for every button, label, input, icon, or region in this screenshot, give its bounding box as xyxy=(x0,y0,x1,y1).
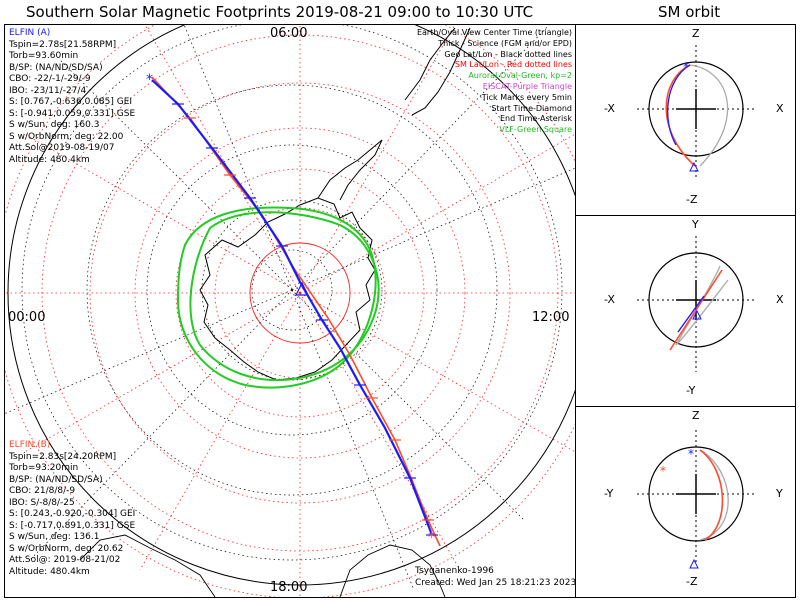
svg-text:*: * xyxy=(683,60,689,74)
sm-longitude-grid xyxy=(5,25,575,597)
info-b-line: S: [-0.717,0.891,0.331] GSE xyxy=(9,520,136,531)
info-a-line: Altitude: 480.4km xyxy=(9,154,90,165)
end-asterisk-icon: * xyxy=(428,530,435,546)
info-a-line: S w/Sun, deg: 160.3 xyxy=(9,120,100,130)
info-a-line: CBO: -22/-1/-29/-9 xyxy=(9,74,91,84)
australia-coastline xyxy=(339,544,446,597)
orbit-diagram-xz: * xyxy=(637,45,755,180)
track-probe-a xyxy=(151,79,434,536)
info-a-line: IBO: -23/11/-27/4 xyxy=(9,85,87,96)
info-a-line: Att.Sol@2019-08-19/07 xyxy=(9,143,115,153)
legend-entry: VLF-Green Square xyxy=(499,125,572,135)
legend-entry: Thick - Science (FGM and/or EPD) xyxy=(438,38,572,48)
info-b-line: S: [0.243,-0.920,-0.304] GEI xyxy=(9,509,136,519)
south-america-coastline xyxy=(404,27,471,116)
legend-entry: Start Time-Diamond xyxy=(491,103,572,113)
info-b-line: IBO: S/-8/8/-25 xyxy=(9,497,75,508)
start-asterisk-icon: * xyxy=(146,72,153,88)
panel2-axis-bottom: -Y xyxy=(686,384,696,397)
southern-africa-coastline xyxy=(79,534,216,597)
legend-entry: EISCAT-Purple Triangle xyxy=(482,81,572,91)
antarctica-coastline xyxy=(199,197,376,381)
info-a-line: ELFIN (A) xyxy=(9,28,51,38)
antarctic-peninsula xyxy=(317,139,383,201)
orbit-panel-yz xyxy=(575,406,796,598)
side-title: SM orbit xyxy=(658,3,721,21)
panel1-axis-top: Z xyxy=(692,27,700,40)
info-b-line: Torb=93.20min xyxy=(9,463,79,473)
earth-horizon xyxy=(7,25,575,586)
time-label-right: 12:00 xyxy=(532,310,570,325)
panel3-axis-left: -Y xyxy=(604,487,614,500)
time-label-top: 06:00 xyxy=(270,26,308,41)
info-b-line: S w/OrbNorm, deg: 20.62 xyxy=(9,543,124,554)
main-title: Southern Solar Magnetic Footprints 2019-… xyxy=(26,3,534,21)
geo-latitude-grid xyxy=(21,25,563,561)
panel3-axis-top: Z xyxy=(692,409,700,422)
time-label-bottom: 18:00 xyxy=(270,580,308,595)
svg-text:*: * xyxy=(688,447,694,461)
panel3-axis-right: Y xyxy=(776,487,783,500)
info-b-line: B/SP: (NA/ND/SD/SA) xyxy=(9,474,103,485)
created-timestamp: Created: Wed Jan 25 18:21:23 2023 xyxy=(415,578,577,588)
view-center-triangle-icon xyxy=(295,281,309,296)
info-block-probe-b: ELFIN (B) Tspin=2.83s[24.20RPM] Torb=93.… xyxy=(9,440,135,578)
panel1-axis-bottom: -Z xyxy=(686,193,698,206)
panel2-axis-left: -X xyxy=(604,293,615,306)
panel2-axis-top: Y xyxy=(692,218,699,231)
svg-text:*: * xyxy=(660,464,666,478)
main-map-panel xyxy=(4,24,576,598)
orbit-diagram-yz: * * xyxy=(637,430,755,569)
legend-entry: End Time-Asterisk xyxy=(499,114,572,124)
auroral-oval xyxy=(176,206,380,389)
info-a-line: S w/OrbNorm, deg: 22.00 xyxy=(9,131,124,142)
info-b-line: S w/Sun, deg: 136.1 xyxy=(9,532,100,542)
orbit-panel-xz xyxy=(575,24,796,216)
legend: Earth/Oval View Center Time (triangle) T… xyxy=(417,28,572,136)
info-a-line: Tspin=2.78s[21.58RPM] xyxy=(9,39,117,50)
info-a-line: Torb=93.60min xyxy=(9,51,79,61)
info-a-line: B/SP: (NA/ND/SD/SA) xyxy=(9,62,103,73)
model-credit: Tsyganenko-1996 xyxy=(415,566,494,576)
time-label-left: 00:00 xyxy=(8,310,46,325)
track-tick-marks xyxy=(172,103,438,536)
panel1-axis-right: X xyxy=(776,102,784,115)
panel2-axis-right: X xyxy=(776,293,784,306)
geo-longitude-grid xyxy=(5,25,575,591)
panel1-axis-left: -X xyxy=(604,102,615,115)
legend-entry: Tick Marks every 5min xyxy=(481,92,572,102)
info-b-line: CBO: 21/8/8/-9 xyxy=(9,486,76,496)
legend-entry: Earth/Oval View Center Time (triangle) xyxy=(416,28,572,37)
track-probe-b xyxy=(151,76,441,547)
orbit-diagram-xy xyxy=(637,236,755,372)
legend-entry: Geo Lat/Lon - Black dotted lines xyxy=(444,49,572,59)
legend-entry: Auroral Oval-Green, kp=2 xyxy=(468,71,572,81)
info-b-line: Att.Sol@: 2019-08-21/02 xyxy=(9,555,121,565)
info-a-line: S: [-0.941,0.059,0.331] GSE xyxy=(9,108,136,119)
info-b-line: ELFIN (B) xyxy=(9,440,51,450)
info-b-line: Tspin=2.83s[24.20RPM] xyxy=(9,451,117,462)
panel3-axis-bottom: -Z xyxy=(686,575,698,588)
track-tick-marks-b xyxy=(184,117,434,521)
info-a-line: S: [0.767,-0.636,0.085] GEI xyxy=(9,97,133,107)
legend-entry: SM Lat/Lon - Red dotted lines xyxy=(454,60,572,70)
info-block-probe-a: ELFIN (A) Tspin=2.78s[21.58RPM] Torb=93.… xyxy=(9,28,135,166)
info-b-line: Altitude: 480.4km xyxy=(9,566,90,577)
